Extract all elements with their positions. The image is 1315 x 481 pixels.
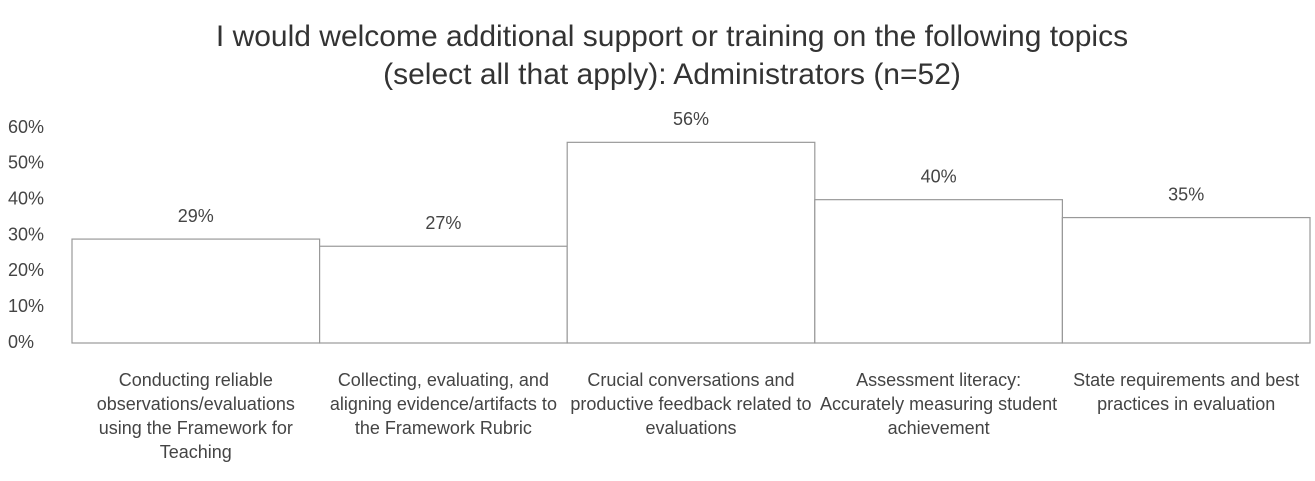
chart-subtitle: (select all that apply): Administrators … [383,58,961,91]
y-tick-label: 60% [8,117,44,137]
data-label: 29% [178,206,214,226]
x-tick-label: Crucial conversations and productive fee… [570,370,812,438]
y-tick-label: 0% [8,332,34,352]
bar [1061,216,1311,344]
x-tick-label: Assessment literacy: Accurately measurin… [820,370,1058,438]
x-tick-label: State requirements and best practices in… [1073,370,1300,414]
data-label: 35% [1168,184,1204,204]
x-tick-label: Collecting, evaluating, and aligning evi… [329,370,557,438]
y-tick-label: 30% [8,224,44,244]
data-label: 56% [673,109,709,129]
data-label: 27% [425,213,461,233]
bar [566,141,816,344]
y-tick-label: 40% [8,188,44,208]
bar [319,245,568,344]
y-tick-label: 50% [8,153,44,173]
data-label: 40% [921,166,957,186]
bar [814,199,1063,344]
y-tick-label: 20% [8,260,44,280]
chart-title: I would welcome additional support or tr… [216,20,1128,53]
y-tick-label: 10% [8,296,44,316]
bar [71,238,321,344]
x-tick-label: Conducting reliable observations/evaluat… [96,370,295,462]
